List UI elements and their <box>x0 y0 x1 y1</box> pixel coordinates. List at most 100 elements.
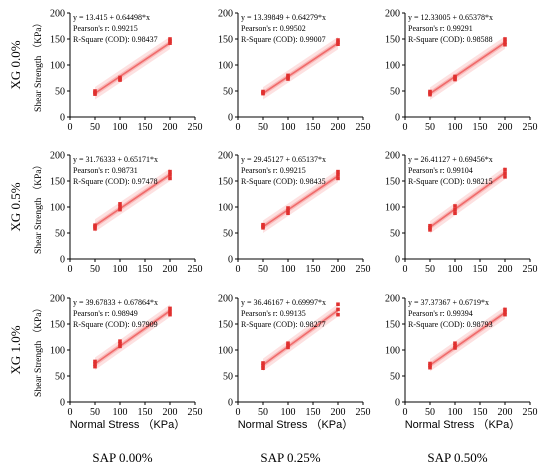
panel-2-1-y-tick-label: 100 <box>218 346 233 357</box>
panel-2-2-y-tick-label: 100 <box>385 346 400 357</box>
panel-0-2-x-tick-label: 50 <box>425 122 435 133</box>
panel-0-0-r-square: R-Square (COD): 0.98437 <box>73 35 158 44</box>
panel-2-0-y-tick-label: 150 <box>50 320 65 331</box>
panel-0-2-x-tick-label: 150 <box>473 122 488 133</box>
panel-2-1-data-point <box>336 307 340 312</box>
panel-2-2-x-tick-label: 0 <box>403 407 408 418</box>
panel-1-0-y-tick-label: 150 <box>50 177 65 188</box>
panel-1-1-x-tick-label: 100 <box>281 264 296 275</box>
panel-2-2-fit-line <box>429 312 506 366</box>
panel-0-0-x-tick-label: 100 <box>113 122 128 133</box>
panel-2-2-data-point <box>503 307 507 312</box>
panel-2-1-x-tick-label: 50 <box>258 407 268 418</box>
panel-1-0-data-point <box>118 205 122 209</box>
panel-0-2-x-tick-label: 200 <box>498 122 513 133</box>
panel-2-0-data-point <box>168 306 172 311</box>
panel-1-1-x-tick-label: 150 <box>306 264 321 275</box>
panel-1-2-data-point <box>503 171 507 175</box>
panel-2-1-y-tick-label: 50 <box>223 372 233 383</box>
panel-1-1-data-point <box>286 206 290 210</box>
panel-2-2-y-tick-label: 50 <box>390 372 400 383</box>
panel-1-1-pearson: Pearson's r: 0.99215 <box>241 166 306 175</box>
panel-0-0-data-point <box>118 75 122 80</box>
x-axis-label-1: Normal Stress （KPa） <box>238 418 354 431</box>
panel-1-0-x-tick-label: 150 <box>138 264 153 275</box>
panel-1-0-data-point <box>168 169 172 174</box>
y-axis-label-0: Shear Strength （KPa） <box>32 18 44 112</box>
panel-2-2-data-point <box>503 310 507 314</box>
panel-1-2-x-tick-label: 100 <box>448 264 463 275</box>
panel-0-2-y-tick-label: 150 <box>385 35 400 46</box>
panel-1-1-y-tick-label: 150 <box>218 177 233 188</box>
panel-2-2-data-point <box>453 346 457 350</box>
panel-2-2-data-point <box>428 365 432 370</box>
panel-1-2-data-point <box>453 211 457 216</box>
panel-1-0-x-tick-label: 50 <box>90 264 100 275</box>
panel-1-1-equation: y = 29.45127 + 0.65137*x <box>241 155 326 164</box>
panel-2-0-x-tick-label: 0 <box>68 407 73 418</box>
panel-2-0-x-tick-label: 50 <box>90 407 100 418</box>
panel-2-1-r-square: R-Square (COD): 0.98277 <box>241 320 326 329</box>
panel-2-1-x-tick-label: 250 <box>356 407 371 418</box>
panel-2-0-data-point <box>118 344 122 349</box>
panel-1-1-y-tick-label: 50 <box>223 229 233 240</box>
panel-1-1-x-tick-label: 50 <box>258 264 268 275</box>
panel-1-1-y-tick-label: 100 <box>218 203 233 214</box>
panel-0-1-x-tick-label: 250 <box>356 122 371 133</box>
panel-1-1-fit-line <box>262 175 339 228</box>
panel-0-0-data-point <box>168 37 172 41</box>
panel-0-1-y-tick-label: 100 <box>218 61 233 72</box>
panel-1-2-data-point <box>453 204 457 208</box>
panel-2-1-y-tick-label: 200 <box>218 294 233 305</box>
panel-2-0-data-point <box>118 339 122 343</box>
panel-1-2-data-point <box>428 223 432 228</box>
panel-0-1-fit-line <box>262 42 339 94</box>
panel-1-1-x-tick-label: 200 <box>331 264 346 275</box>
col-label-0: SAP 0.00% <box>92 450 152 465</box>
panel-1-1-y-tick-label: 0 <box>228 255 233 266</box>
panel-1-2-data-point <box>503 167 507 172</box>
panel-0-1-data-point <box>286 75 290 80</box>
panel-1-2-fit-line <box>429 172 506 228</box>
panel-0-1-x-tick-label: 200 <box>331 122 346 133</box>
panel-0-0-pearson: Pearson's r: 0.99215 <box>73 24 138 33</box>
panel-0-2-y-tick-label: 100 <box>385 61 400 72</box>
panel-1-1-x-tick-label: 250 <box>356 264 371 275</box>
panel-1-0-y-tick-label: 200 <box>50 151 65 162</box>
panel-1-1-x-tick-label: 0 <box>236 264 241 275</box>
panel-1-0-data-point <box>168 176 172 181</box>
panel-0-2-r-square: R-Square (COD): 0.98588 <box>408 35 493 44</box>
panel-2-0-data-point <box>93 364 97 369</box>
panel-1-1-data-point <box>286 208 290 213</box>
panel-0-0-y-tick-label: 200 <box>50 9 65 20</box>
panel-0-0-x-tick-label: 150 <box>138 122 153 133</box>
panel-1-2-pearson: Pearson's r: 0.99104 <box>408 166 473 175</box>
panel-1-2-y-tick-label: 50 <box>390 229 400 240</box>
panel-1-2-x-tick-label: 250 <box>523 264 538 275</box>
panel-2-0-equation: y = 39.67833 + 0.67864*x <box>73 298 158 307</box>
panel-2-0-data-point <box>93 359 97 364</box>
panel-2-1-data-point <box>286 341 290 346</box>
panel-2-0-y-tick-label: 100 <box>50 346 65 357</box>
panel-2-1-data-point <box>261 366 265 370</box>
panel-0-2-pearson: Pearson's r: 0.99291 <box>408 24 473 33</box>
panel-2-0-data-point <box>118 341 122 346</box>
panel-2-0-x-tick-label: 200 <box>163 407 178 418</box>
panel-0-1-y-tick-label: 50 <box>223 87 233 98</box>
panel-2-2-data-point <box>428 361 432 366</box>
panel-2-0-x-tick-label: 150 <box>138 407 153 418</box>
x-axis-label-0: Normal Stress （KPa） <box>70 418 186 431</box>
panel-2-0-x-tick-label: 100 <box>113 407 128 418</box>
panel-1-2-y-tick-label: 100 <box>385 203 400 214</box>
panel-0-1-x-tick-label: 0 <box>236 122 241 133</box>
panel-0-1-data-point <box>336 40 340 44</box>
panel-0-0-data-point <box>168 41 172 45</box>
panel-2-1-equation: y = 36.46167 + 0.69997*x <box>241 298 326 307</box>
panel-2-2-x-tick-label: 50 <box>425 407 435 418</box>
panel-0-0-x-tick-label: 50 <box>90 122 100 133</box>
panel-0-2-fit-line <box>429 41 506 95</box>
panel-0-1-x-tick-label: 150 <box>306 122 321 133</box>
panel-0-0-data-point <box>93 89 97 93</box>
panel-2-2-r-square: R-Square (COD): 0.98793 <box>408 320 493 329</box>
y-axis-label-2: Shear Strength （KPa） <box>32 303 44 397</box>
